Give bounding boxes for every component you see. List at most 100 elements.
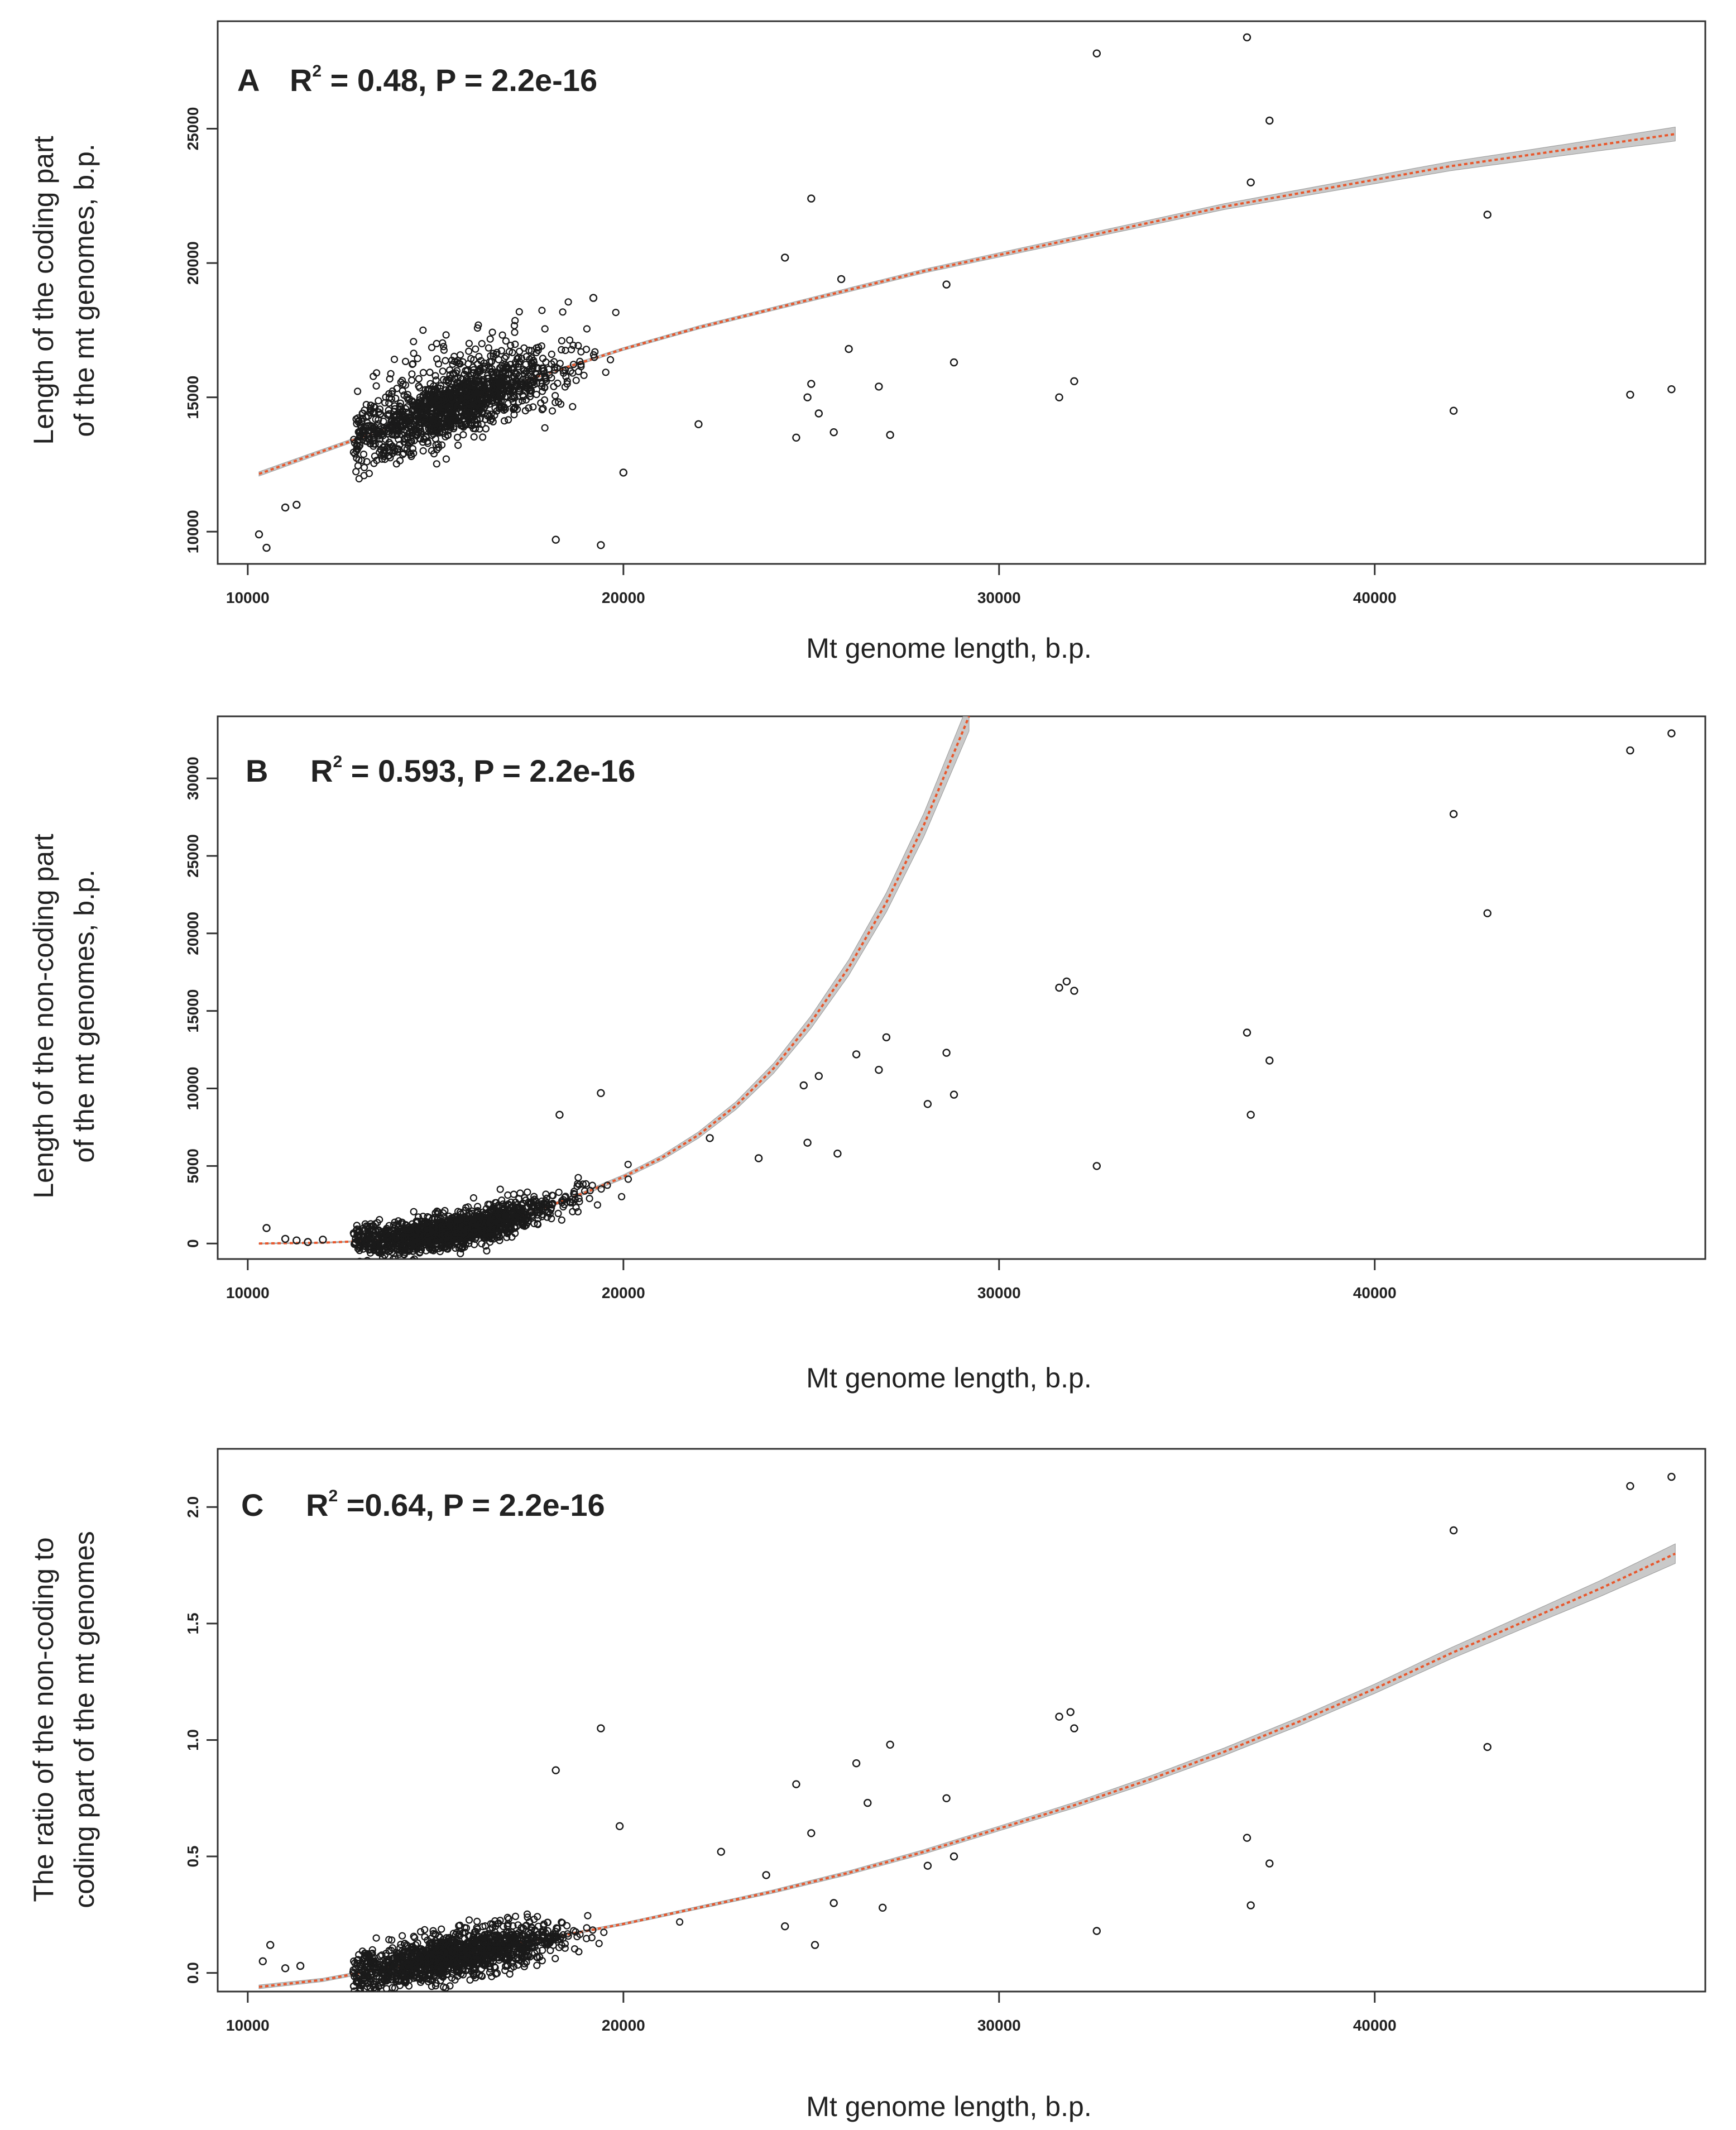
panel-a-y-axis-label-line2: of the mt genomes, b.p.	[69, 143, 100, 437]
panel-a-cloud-point	[497, 391, 505, 399]
panel-b-x-tick-label: 10000	[226, 1284, 270, 1301]
panel-a-cloud-point	[460, 391, 468, 399]
panel-a-cloud-point	[559, 366, 567, 375]
panel-b-cloud-point	[353, 1222, 361, 1229]
panel-c-cloud-point	[538, 1946, 546, 1954]
panel-b-cloud-point	[444, 1232, 452, 1240]
panel-c-outlier-point	[615, 1822, 624, 1831]
panel-b-y-tick-label: 25000	[184, 834, 202, 878]
panel-b-outlier-point	[262, 1224, 271, 1232]
panel-b-cloud-point	[469, 1194, 478, 1202]
panel-c-outlier-point	[1092, 1927, 1101, 1935]
panel-a-cloud-point	[478, 339, 486, 348]
panel-a-cloud-point	[356, 421, 365, 429]
panel-c-cloud-point	[511, 1912, 520, 1920]
panel-b-outlier-point	[281, 1234, 290, 1243]
panel-c-outlier-point	[266, 1941, 275, 1949]
panel-c-cloud-point	[405, 1976, 413, 1984]
panel-a-cloud-point	[548, 350, 555, 358]
panel-b-cloud-point	[410, 1236, 418, 1244]
panel-b-cloud-point	[512, 1214, 520, 1222]
panel-a-cloud-point	[533, 371, 540, 379]
panel-a-outlier-point	[262, 543, 271, 552]
panel-a-cloud-point	[542, 377, 550, 385]
panel-c-cloud-point	[506, 1949, 515, 1957]
panel-a-outlier-point	[837, 275, 846, 284]
panel-c-cloud-point	[410, 1932, 418, 1940]
panel-c-cloud-point	[473, 1956, 481, 1964]
panel-a-x-tick-label: 30000	[977, 589, 1021, 606]
panel-b-y-ticks: 0 5000 10000 15000 20000 25000 30000	[184, 757, 218, 1248]
panel-a-cloud-point	[577, 361, 585, 368]
panel-a-cloud-point	[481, 381, 488, 389]
panel-b-cloud-point	[549, 1199, 557, 1207]
panel-c-cloud-point	[522, 1921, 530, 1929]
panel-c-cloud-point	[505, 1915, 513, 1923]
panel-b-cloud-point	[518, 1220, 526, 1228]
panel-a-cloud-point	[386, 375, 394, 383]
panel-a-cloud-point	[439, 343, 448, 351]
panel-c-cloud-point	[533, 1961, 541, 1969]
panel-c-cloud-point	[401, 1940, 409, 1947]
panel-c-x-tick-label: 40000	[1353, 2017, 1397, 2034]
panel-b-cloud-point	[526, 1200, 534, 1208]
panel-a-cloud-point	[530, 377, 538, 386]
panel-b-cloud-point	[489, 1221, 497, 1229]
panel-c-cloud-point	[435, 1932, 443, 1940]
panel-a-cloud-point	[439, 367, 447, 375]
panel-c-cloud-point	[675, 1918, 684, 1926]
panel-a-outlier-point	[807, 194, 816, 203]
panel-a-outlier-point	[886, 430, 894, 439]
panel-c-y-tick-label: 2.0	[184, 1496, 202, 1518]
panel-a-cloud-point	[469, 366, 478, 374]
panel-a-cloud-point	[473, 324, 482, 332]
panel-b-cloud-point	[409, 1256, 416, 1259]
panel-a-outlier-point	[829, 428, 838, 437]
panel-c-cloud-point	[372, 1963, 380, 1971]
panel-c-cloud-point	[459, 1966, 467, 1974]
panel-b-cloud-point	[359, 1226, 368, 1234]
panel-c-cloud-point	[589, 1926, 597, 1934]
panel-a-cloud-point	[414, 414, 422, 422]
panel-b-outlier-point	[1483, 909, 1492, 917]
panel-b-cloud-point	[462, 1204, 470, 1212]
panel-a-cloud-point	[449, 370, 457, 377]
panel-a-cloud-point	[367, 401, 375, 409]
panel-c-outlier-point	[852, 1759, 861, 1768]
panel-a-outlier-point	[942, 280, 951, 289]
panel-c-outlier-point	[1449, 1526, 1458, 1535]
panel-a-cloud-point	[510, 368, 518, 376]
panel-b-outlier-point	[875, 1065, 883, 1074]
panel-a-cloud-point	[502, 337, 510, 345]
panel-a-cloud-point	[464, 404, 473, 412]
panel-a-cloud-point	[502, 352, 510, 361]
panel-c-outlier-point	[258, 1957, 267, 1966]
panel-c-cloud-point	[554, 1936, 562, 1944]
panel-a-cloud-point	[399, 387, 406, 395]
panel-a-cloud-point	[450, 352, 458, 361]
panel-a-cloud-point	[511, 328, 519, 336]
panel-a-cloud-point	[372, 382, 380, 390]
panel-b-outlier-point	[319, 1236, 327, 1244]
panel-a-cloud-point	[432, 396, 440, 404]
panel-b-cloud-point	[357, 1257, 363, 1259]
panel-c-outlier-point	[829, 1899, 838, 1907]
panel-a-outlier-point	[619, 468, 628, 477]
panel-a-cloud-point	[359, 450, 368, 458]
panel-a-cloud-point	[406, 416, 415, 424]
panel-a-outlier-point	[1449, 406, 1458, 415]
panel-a-cloud-point	[454, 403, 462, 410]
panel-b-outlier-point	[1246, 1111, 1255, 1119]
panel-b-cloud-point	[506, 1202, 514, 1209]
panel-b-outlier-point	[1626, 746, 1634, 755]
panel-a-cloud-point	[496, 381, 504, 389]
panel-c-cloud-point	[382, 1996, 389, 2002]
panel-a-outlier-point	[949, 358, 958, 367]
panel-a-cloud-point	[479, 433, 487, 441]
panel-c-cloud-point	[379, 1970, 387, 1978]
panel-b-cloud-point	[530, 1193, 538, 1200]
panel-a-outlier-point	[845, 344, 853, 353]
panel-a-cloud-point	[458, 375, 466, 383]
panel-c-cloud-point	[502, 1941, 510, 1949]
